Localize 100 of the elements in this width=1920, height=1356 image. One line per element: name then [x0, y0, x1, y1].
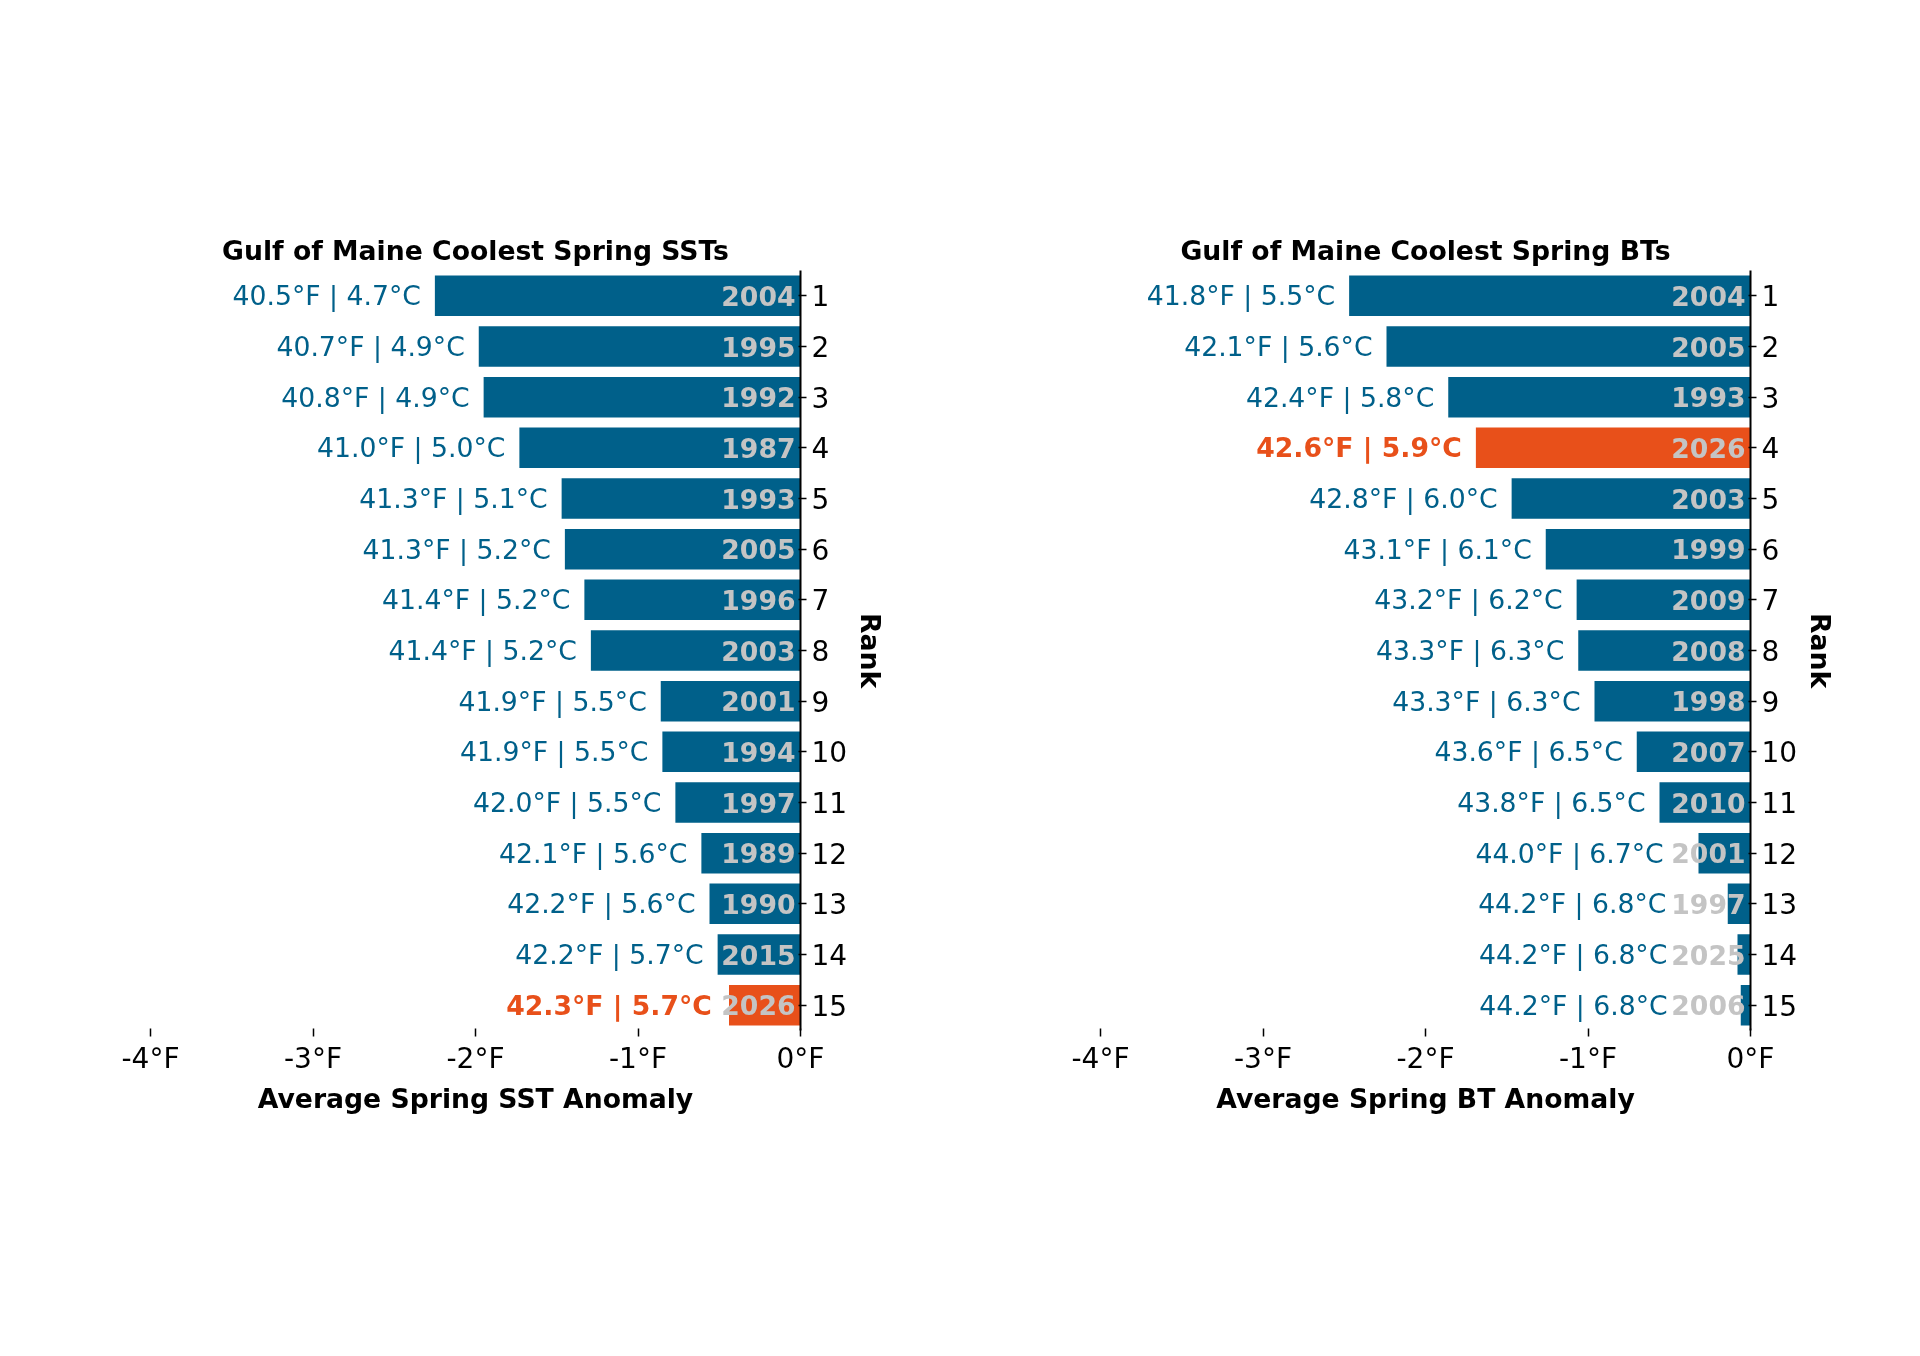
- annotation: 44.2°F | 6.8°C: [1479, 989, 1668, 1022]
- annotation: 43.8°F | 6.5°C: [1457, 787, 1646, 819]
- annotation: 2007: [1671, 736, 1746, 768]
- y-axis-title: Rank: [855, 612, 887, 690]
- annotation: 2003: [1671, 483, 1746, 515]
- annotation: 40.7°F | 4.9°C: [276, 331, 465, 363]
- y-tick-label: 14: [811, 939, 848, 972]
- annotation: 42.8°F | 6.0°C: [1309, 483, 1498, 515]
- annotation: 43.2°F | 6.2°C: [1374, 584, 1563, 617]
- annotation: 41.3°F | 5.1°C: [359, 483, 548, 515]
- annotation: 42.0°F | 5.5°C: [473, 787, 662, 819]
- y-tick-label: 9: [811, 685, 830, 719]
- x-tick-label: -4°F: [1071, 1041, 1130, 1075]
- x-axis-title: Average Spring SST Anomaly: [257, 1082, 694, 1114]
- annotation: 1993: [721, 483, 796, 515]
- y-tick-label: 12: [811, 837, 848, 871]
- y-tick-label: 11: [811, 787, 848, 820]
- annotation: 42.6°F | 5.9°C: [1256, 432, 1462, 465]
- annotation: 2004: [1671, 280, 1746, 312]
- x-tick-label: -2°F: [1396, 1041, 1455, 1075]
- y-tick-label: 4: [811, 432, 830, 466]
- annotation: 43.3°F | 6.3°C: [1375, 635, 1565, 667]
- annotation: 1990: [721, 888, 796, 920]
- annotation: 2008: [1671, 635, 1746, 667]
- y-tick-label: 1: [1761, 280, 1780, 314]
- y-tick-label: 4: [1761, 432, 1780, 466]
- y-tick-label: 10: [811, 736, 848, 770]
- annotation: 1995: [721, 331, 796, 363]
- annotation: 42.1°F | 5.6°C: [1184, 331, 1373, 363]
- x-tick-label: 0°F: [1726, 1041, 1775, 1075]
- y-tick-label: 2: [811, 331, 830, 364]
- y-tick-label: 11: [1761, 787, 1798, 820]
- y-tick-label: 15: [811, 989, 848, 1023]
- annotation: 40.5°F | 4.7°C: [232, 280, 421, 313]
- y-axis-title: Rank: [1805, 612, 1837, 690]
- x-tick-label: -1°F: [608, 1041, 668, 1075]
- annotation: 42.2°F | 5.7°C: [515, 939, 704, 971]
- annotation: 1993: [1671, 382, 1746, 414]
- annotation: 1999: [1671, 534, 1746, 566]
- annotation: 2003: [721, 635, 796, 667]
- y-tick-label: 12: [1761, 837, 1798, 871]
- annotation: 1997: [721, 787, 796, 819]
- annotation: 2026: [1671, 432, 1746, 464]
- y-tick-label: 13: [1761, 888, 1798, 922]
- y-tick-label: 14: [1761, 939, 1798, 972]
- y-tick-label: 7: [1761, 584, 1780, 618]
- annotation: 1996: [721, 584, 796, 616]
- y-tick-label: 5: [1761, 483, 1780, 516]
- x-tick-label: -3°F: [1233, 1041, 1293, 1075]
- annotation: 2009: [1671, 584, 1746, 616]
- x-tick-label: -1°F: [1558, 1041, 1618, 1075]
- annotation: 1987: [721, 432, 796, 464]
- annotation: 44.0°F | 6.7°C: [1475, 837, 1664, 870]
- annotation: 42.1°F | 5.6°C: [499, 837, 688, 870]
- annotation: 1992: [721, 382, 796, 414]
- annotation: 41.9°F | 5.5°C: [458, 685, 647, 718]
- y-tick-label: 6: [1761, 533, 1780, 567]
- annotation: 42.2°F | 5.6°C: [507, 888, 696, 921]
- annotation: 41.9°F | 5.5°C: [460, 736, 649, 769]
- annotation: 41.4°F | 5.2°C: [388, 635, 577, 667]
- annotation: 44.2°F | 6.8°C: [1479, 939, 1668, 971]
- annotation: 42.3°F | 5.7°C: [506, 989, 712, 1022]
- annotation: 41.0°F | 5.0°C: [317, 432, 506, 465]
- y-tick-label: 5: [811, 483, 830, 516]
- annotation: 44.2°F | 6.8°C: [1478, 888, 1667, 921]
- annotation: 2015: [721, 939, 796, 971]
- annotation: 1998: [1671, 686, 1746, 718]
- y-tick-label: 6: [811, 533, 830, 567]
- annotation: 43.1°F | 6.1°C: [1343, 533, 1532, 566]
- y-tick-label: 1: [811, 280, 830, 314]
- chart-title: Gulf of Maine Coolest Spring BTs: [1180, 234, 1671, 266]
- y-tick-label: 15: [1761, 989, 1798, 1023]
- annotation: 43.3°F | 6.3°C: [1392, 685, 1581, 718]
- x-axis-title: Average Spring BT Anomaly: [1216, 1082, 1635, 1114]
- x-tick-label: -4°F: [121, 1041, 180, 1075]
- y-tick-label: 10: [1761, 736, 1798, 770]
- chart-title: Gulf of Maine Coolest Spring SSTs: [222, 234, 729, 266]
- annotation: 2005: [1671, 331, 1746, 363]
- annotation: 43.6°F | 6.5°C: [1434, 736, 1623, 769]
- annotation: 41.8°F | 5.5°C: [1146, 280, 1336, 313]
- y-tick-label: 2: [1761, 331, 1780, 364]
- y-tick-label: 13: [811, 888, 848, 922]
- annotation: 1989: [721, 838, 796, 870]
- annotation: 41.3°F | 5.2°C: [362, 533, 551, 566]
- y-tick-label: 3: [811, 381, 830, 415]
- annotation: 2010: [1671, 787, 1746, 819]
- x-tick-label: 0°F: [776, 1041, 825, 1075]
- x-tick-label: -3°F: [283, 1041, 343, 1075]
- y-tick-label: 3: [1761, 381, 1780, 415]
- x-tick-label: -2°F: [446, 1041, 505, 1075]
- annotation: 41.4°F | 5.2°C: [382, 584, 571, 617]
- annotation: 1994: [721, 736, 796, 768]
- y-tick-label: 9: [1761, 685, 1780, 719]
- annotation: 2005: [721, 534, 796, 566]
- y-tick-label: 7: [811, 584, 830, 618]
- y-tick-label: 8: [1761, 635, 1780, 668]
- annotation: 40.8°F | 4.9°C: [281, 381, 470, 414]
- annotation: 2001: [721, 686, 796, 718]
- annotation: 42.4°F | 5.8°C: [1245, 381, 1435, 414]
- annotation: 2004: [721, 280, 796, 312]
